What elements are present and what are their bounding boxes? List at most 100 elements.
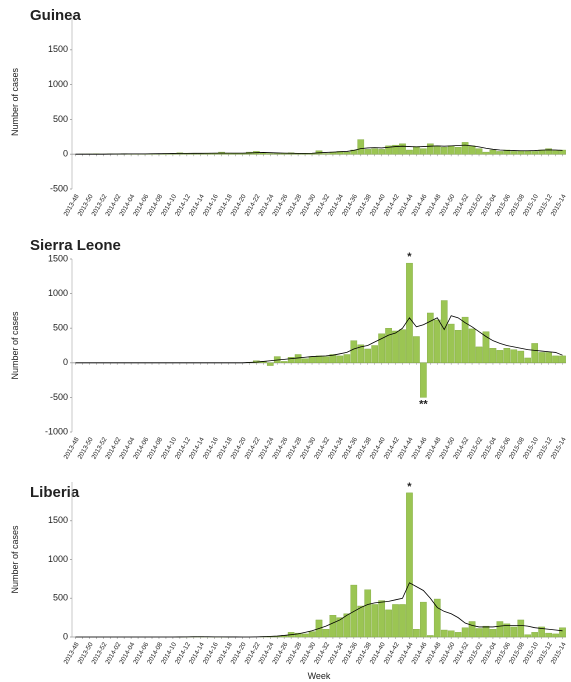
bar: [322, 153, 330, 155]
bar: [294, 354, 302, 364]
bar: [413, 146, 420, 155]
bar: [531, 632, 539, 638]
bar: [475, 148, 483, 155]
bar: [517, 350, 525, 364]
bar: [399, 329, 406, 364]
bar: [559, 355, 566, 364]
bar: [350, 340, 358, 364]
bar: [371, 345, 378, 363]
bar: [392, 330, 399, 363]
y-tick-label: 500: [53, 114, 68, 124]
bar: [287, 357, 295, 364]
chart-title: Guinea: [30, 7, 82, 24]
bar: [531, 151, 539, 155]
bar: [343, 354, 351, 364]
y-tick-label: 0: [63, 357, 68, 367]
bar: [426, 635, 434, 638]
bar: [232, 153, 239, 155]
bar: [406, 149, 413, 155]
bar: [475, 346, 483, 364]
bar: [433, 598, 441, 638]
bar: [420, 601, 427, 638]
bar: [433, 319, 441, 363]
bar: [266, 153, 274, 155]
y-tick-label: 1000: [48, 79, 68, 89]
bar: [280, 361, 288, 363]
y-tick-label: 0: [63, 631, 68, 641]
bar: [552, 355, 559, 364]
bar: [454, 330, 462, 363]
bar: [308, 631, 316, 638]
bar: [378, 600, 385, 638]
bar: [378, 149, 385, 155]
bar: [545, 632, 552, 638]
bar: [426, 143, 434, 155]
bar: [461, 142, 469, 155]
bar: [399, 604, 406, 638]
bar: [371, 604, 378, 638]
bar: [357, 344, 365, 364]
bar: [440, 629, 448, 638]
y-tick-label: 1500: [48, 253, 68, 263]
bar: [496, 151, 504, 155]
bar: [364, 348, 372, 363]
y-tick-label: 1000: [48, 554, 68, 564]
annotation: *: [407, 251, 412, 263]
bar: [447, 145, 455, 155]
bar: [301, 633, 309, 638]
trend-line: [75, 582, 563, 638]
bar: [510, 349, 518, 364]
trend-line: [75, 315, 563, 364]
bar: [447, 323, 455, 364]
bar: [559, 627, 566, 638]
bar: [378, 333, 385, 363]
bar: [420, 148, 427, 155]
annotation: **: [419, 398, 428, 410]
x-axis-label: Week: [308, 671, 331, 681]
bar: [517, 619, 525, 638]
bar: [503, 348, 511, 364]
bar: [524, 357, 532, 363]
bar: [510, 626, 518, 638]
bar: [385, 609, 392, 638]
bar: [482, 151, 490, 155]
bar: [211, 153, 218, 155]
y-tick-label: 1500: [48, 44, 68, 54]
bar: [406, 492, 413, 638]
bar: [531, 343, 539, 364]
bar: [385, 145, 392, 155]
y-tick-label: 500: [53, 323, 68, 333]
bar: [413, 629, 420, 638]
bar: [489, 629, 497, 638]
bar: [406, 262, 413, 364]
bar: [461, 316, 469, 363]
chart-title: Sierra Leone: [30, 237, 121, 254]
bar: [315, 355, 323, 364]
bar: [461, 627, 469, 638]
bar: [336, 355, 344, 364]
bar: [503, 623, 511, 638]
y-axis-label: Number of cases: [10, 311, 20, 380]
y-axis-label: Number of cases: [10, 67, 20, 136]
bar: [433, 145, 441, 155]
bar: [301, 358, 309, 364]
bar: [329, 354, 337, 364]
bar: [329, 615, 337, 638]
bar: [524, 150, 532, 155]
bar: [357, 139, 365, 155]
bar: [440, 147, 448, 155]
bar: [343, 151, 351, 155]
bar: [552, 633, 559, 638]
bar: [392, 604, 399, 638]
bar: [454, 147, 462, 155]
bar: [468, 145, 476, 155]
bar: [399, 143, 406, 155]
annotation: *: [407, 481, 412, 493]
y-tick-label: -500: [50, 183, 68, 193]
chart-title: Liberia: [30, 484, 80, 501]
bar: [420, 362, 427, 398]
y-tick-label: 1000: [48, 288, 68, 298]
bar: [524, 634, 532, 638]
